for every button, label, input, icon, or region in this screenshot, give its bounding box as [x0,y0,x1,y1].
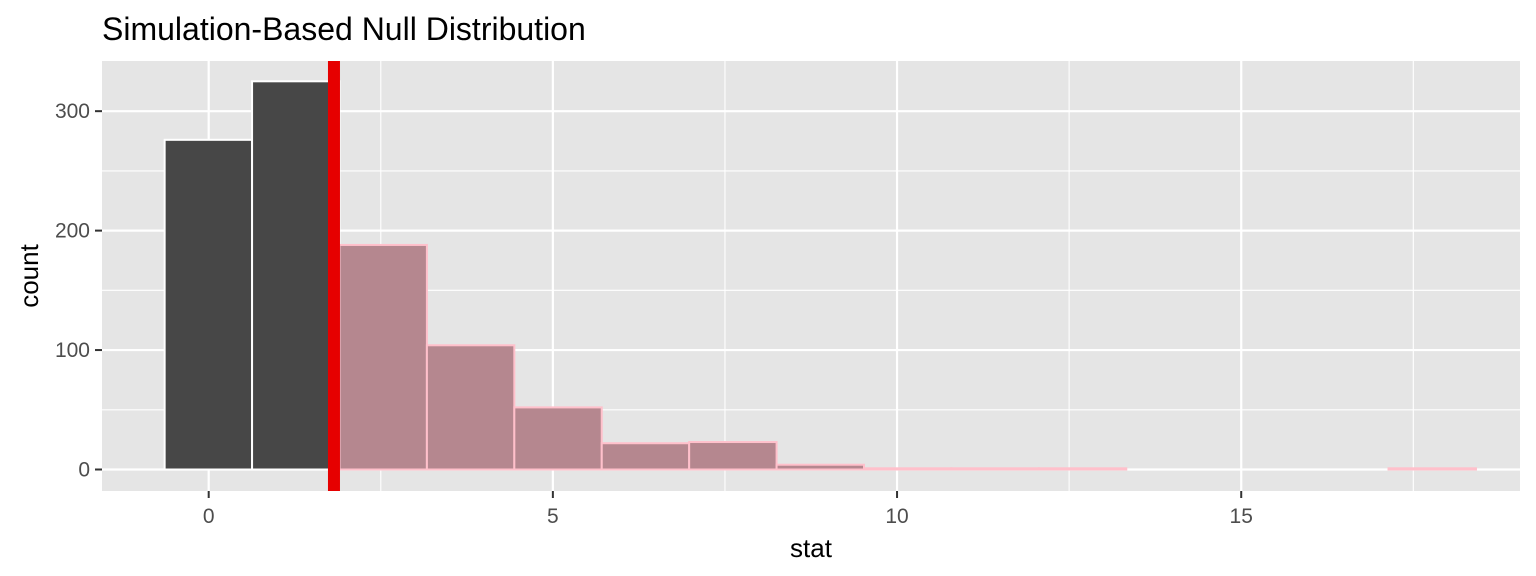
shaded-bar [775,463,866,471]
histogram-bar [163,138,254,471]
y-axis-title: count [14,243,44,307]
x-tick-label: 10 [885,505,908,528]
shaded-bar [338,243,428,471]
chart-title: Simulation-Based Null Distribution [102,11,586,47]
histogram-bars [163,80,1477,471]
shaded-bar [1387,467,1477,471]
shaded-bar [513,406,603,471]
x-tick-label: 15 [1230,505,1253,528]
gridlines [102,61,1520,491]
x-tick-label: 0 [203,505,215,528]
x-tick-label: 5 [547,505,559,528]
shaded-bar [1037,467,1128,471]
y-tick-label: 300 [55,100,90,123]
shaded-bar [688,441,778,471]
y-tick-label: 200 [55,220,90,243]
y-axis: 0 100 200 300 [55,100,102,482]
y-tick-label: 0 [78,459,90,482]
histogram-bar [251,80,341,471]
shaded-bar [425,344,516,471]
shaded-bar [950,467,1040,471]
y-tick-label: 100 [55,339,90,362]
x-axis: 0 5 10 15 [203,491,1253,528]
x-axis-title: stat [790,533,833,563]
shaded-bar [863,467,953,471]
shaded-bar [600,442,691,471]
